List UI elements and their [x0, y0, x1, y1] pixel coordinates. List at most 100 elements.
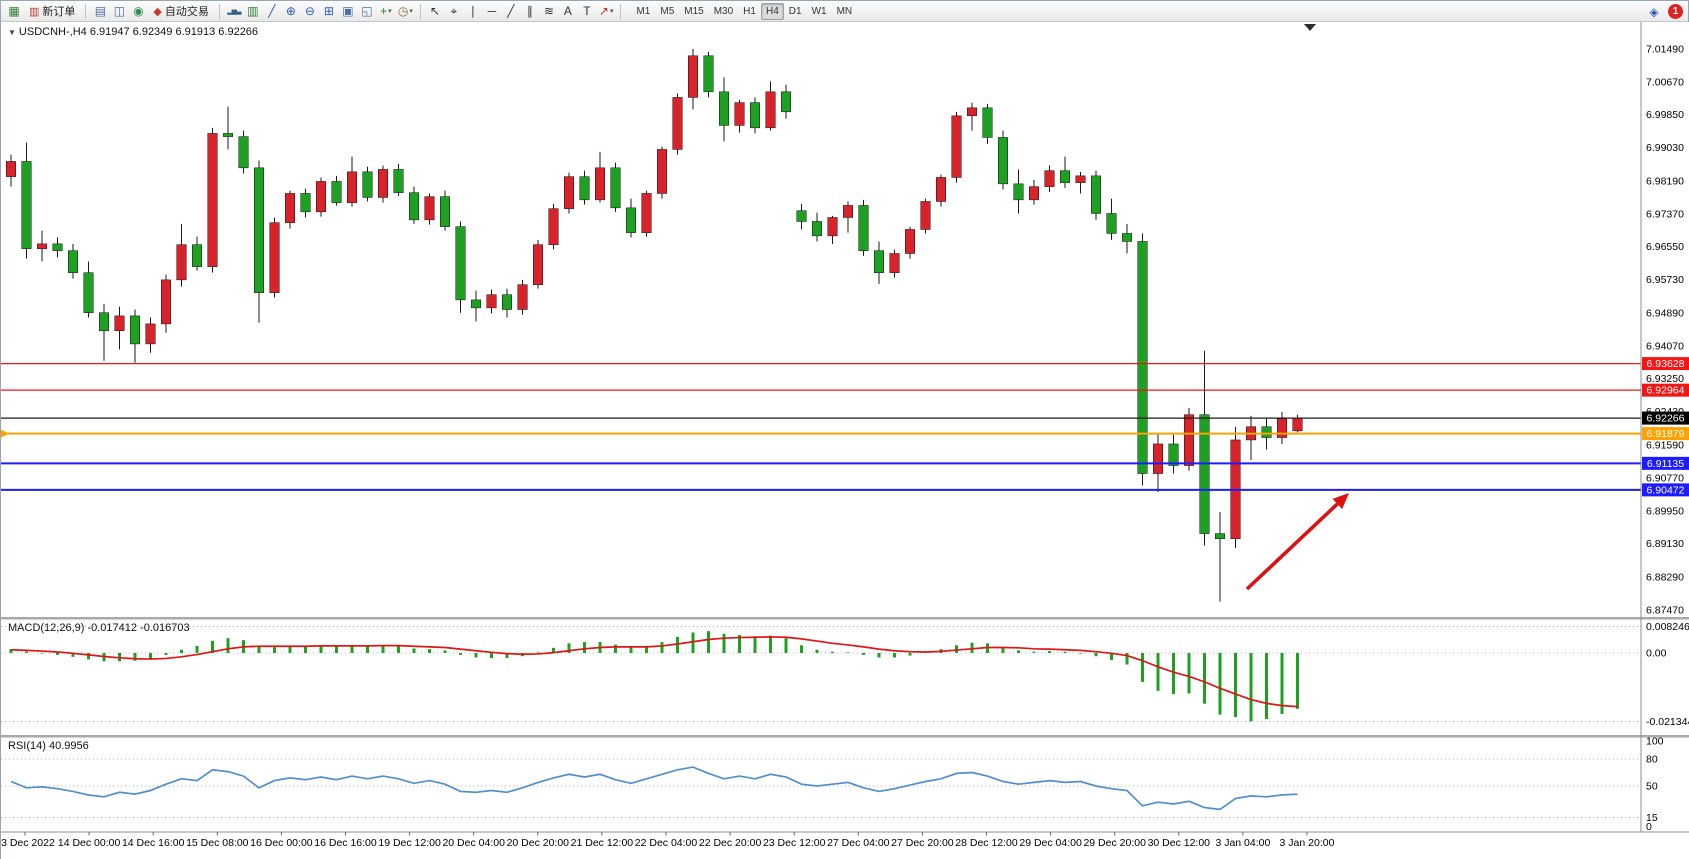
time-axis-label: 13 Dec 2022	[1, 837, 55, 849]
toolbar-right: ◈ 1	[1645, 3, 1683, 20]
crosshair-icon[interactable]: ⌖	[450, 4, 458, 18]
time-axis-label: 16 Dec 00:00	[250, 837, 313, 849]
timeframe-button-mn[interactable]: MN	[836, 5, 853, 17]
arrange-windows-icon[interactable]: ◱	[361, 4, 373, 18]
mql5-community-icon[interactable]: ◈	[1649, 4, 1659, 19]
chart-background	[1, 22, 1689, 859]
timeframe-button-m15[interactable]: M15	[684, 5, 704, 17]
add-indicator-icon[interactable]: + ▾	[380, 4, 392, 18]
resistance-line-2-price-tag	[1642, 383, 1689, 397]
support-line-2-price-tag-label: 6.90472	[1647, 484, 1685, 496]
timeframe-button-d1[interactable]: D1	[788, 5, 802, 17]
time-axis-label: 27 Dec 20:00	[891, 837, 954, 849]
one-click-trading-expander-icon[interactable]: ▼	[8, 28, 16, 37]
chart-shift-marker-icon[interactable]	[1304, 24, 1316, 31]
time-axis-label: 22 Dec 04:00	[635, 837, 698, 849]
trend-arrow[interactable]	[1245, 502, 1339, 591]
timeframe-button-h4[interactable]: H4	[760, 2, 784, 20]
price-axis-label: 6.96550	[1646, 241, 1684, 253]
time-axis-label: 27 Dec 04:00	[827, 837, 890, 849]
text-icon[interactable]: A	[563, 4, 572, 18]
auto-trading-label: 自动交易	[164, 6, 209, 18]
toolbar-separator	[85, 3, 87, 19]
periods-icon[interactable]: ◷ ▾	[397, 4, 413, 18]
pivot-line-price-tag	[1642, 427, 1689, 441]
timeframe-button-w1[interactable]: W1	[811, 5, 827, 17]
timeframe-button-m30[interactable]: M30	[713, 5, 734, 17]
zoom-out-icon[interactable]: ⊖	[304, 4, 315, 18]
rsi-axis-label: 0	[1646, 821, 1652, 833]
timeframe-button-m1[interactable]: M1	[636, 5, 651, 17]
rsi-line	[10, 766, 1298, 811]
time-axis-label: 19 Dec 12:00	[378, 837, 441, 849]
time-axis-label: 21 Dec 12:00	[571, 837, 634, 849]
fibonacci-icon[interactable]: ≋	[543, 4, 554, 18]
line-chart-icon[interactable]: ╱	[268, 4, 276, 18]
price-axis-label: 6.89950	[1646, 505, 1684, 517]
new-order-icon: ▥	[29, 5, 40, 18]
time-axis-label: 23 Dec 12:00	[763, 837, 826, 849]
community-icon[interactable]: ◉	[133, 4, 144, 18]
resistance-line-2-price-tag-label: 6.92964	[1647, 385, 1685, 397]
new-order-button[interactable]: ▥ 新订单	[24, 3, 80, 20]
new-chart-icon[interactable]: ▦	[8, 4, 20, 18]
timeframe-button-h1[interactable]: H1	[743, 5, 756, 17]
toolbar-separator	[218, 3, 220, 19]
price-axis-label: 6.94890	[1646, 308, 1684, 320]
candle-chart-icon[interactable]: ▥	[247, 4, 259, 18]
chart-window-icon[interactable]: ▤	[94, 4, 107, 18]
time-axis-label: 20 Dec 04:00	[442, 837, 505, 849]
new-order-label: 新订单	[42, 6, 76, 18]
time-axis-label: 29 Dec 04:00	[1019, 837, 1082, 849]
time-axis-label: 3 Jan 20:00	[1280, 837, 1335, 849]
toolbar-separator	[419, 3, 421, 19]
toolbar: ▦ ▥ 新订单 ▤ ◫ ◉ ◆ 自动交易 ▂▅▃ ▥ ╱ ⊕ ⊖ ⊞ ▣ ◱ + ▾ ◷ ▾ ↖ ⌖ ∣ ─ ╱ ∥ ≋ A T ↗ ▾ M…	[1, 1, 1688, 22]
macd-axis-label: 0.00	[1646, 647, 1667, 659]
cursor-icon[interactable]: ↖	[429, 4, 440, 18]
profiles-icon[interactable]: ◫	[113, 4, 126, 18]
price-axis-label: 6.90770	[1646, 472, 1684, 484]
channel-icon[interactable]: ∥	[526, 4, 533, 18]
cascade-windows-icon[interactable]: ▣	[342, 4, 354, 18]
trend-arrow-head-icon	[1332, 493, 1349, 510]
toolbar-separator	[620, 3, 622, 19]
auto-trading-button[interactable]: ◆ 自动交易	[148, 3, 213, 20]
price-axis-label: 6.99850	[1646, 109, 1684, 121]
zoom-in-icon[interactable]: ⊕	[285, 4, 296, 18]
time-axis-label: 16 Dec 16:00	[314, 837, 377, 849]
price-axis-label: 6.98190	[1646, 176, 1684, 188]
time-axis-label: 14 Dec 16:00	[122, 837, 185, 849]
text-label-icon[interactable]: T	[583, 4, 591, 18]
pivot-line-price-tag-label: 6.91879	[1647, 428, 1685, 440]
notification-badge[interactable]: 1	[1668, 4, 1683, 19]
price-axis-label: 6.95730	[1646, 274, 1684, 286]
price-axis-label: 7.01490	[1646, 44, 1684, 56]
vertical-line-icon[interactable]: ∣	[469, 4, 476, 18]
price-axis-label: 6.91590	[1646, 440, 1684, 452]
time-axis-label: 20 Dec 20:00	[507, 837, 570, 849]
horizontal-line-icon[interactable]: ─	[487, 4, 497, 18]
support-line-2-price-tag	[1642, 483, 1689, 497]
price-axis-label: 6.88290	[1646, 572, 1684, 584]
macd-axis-label: 0.008246	[1646, 621, 1689, 633]
time-axis-label: 29 Dec 20:00	[1083, 837, 1146, 849]
price-axis-label: 7.00670	[1646, 76, 1684, 88]
rsi-panel-divider[interactable]	[1, 735, 1689, 738]
arrows-icon[interactable]: ↗ ▾	[598, 4, 614, 18]
resistance-line-1-price-tag	[1642, 357, 1689, 371]
candle-bodies-layer	[6, 55, 1303, 540]
trendline-icon[interactable]: ╱	[507, 4, 515, 18]
tile-windows-icon[interactable]: ⊞	[323, 4, 334, 18]
rsi-axis-label: 80	[1646, 754, 1658, 766]
rsi-axis-label: 50	[1646, 781, 1658, 793]
resistance-line-1-price-tag-label: 6.93628	[1647, 358, 1685, 370]
timeframe-toolbar: M1 M5 M15 M30 H1 H4 D1 W1 MN	[631, 2, 857, 20]
bar-chart-icon[interactable]: ▂▅▃	[227, 7, 241, 15]
timeframe-button-m5[interactable]: M5	[660, 5, 675, 17]
price-axis-label: 6.89130	[1646, 538, 1684, 550]
macd-panel-divider[interactable]	[1, 617, 1689, 620]
price-axis-label: 6.87470	[1646, 605, 1684, 617]
macd-signal-line	[10, 636, 1298, 708]
